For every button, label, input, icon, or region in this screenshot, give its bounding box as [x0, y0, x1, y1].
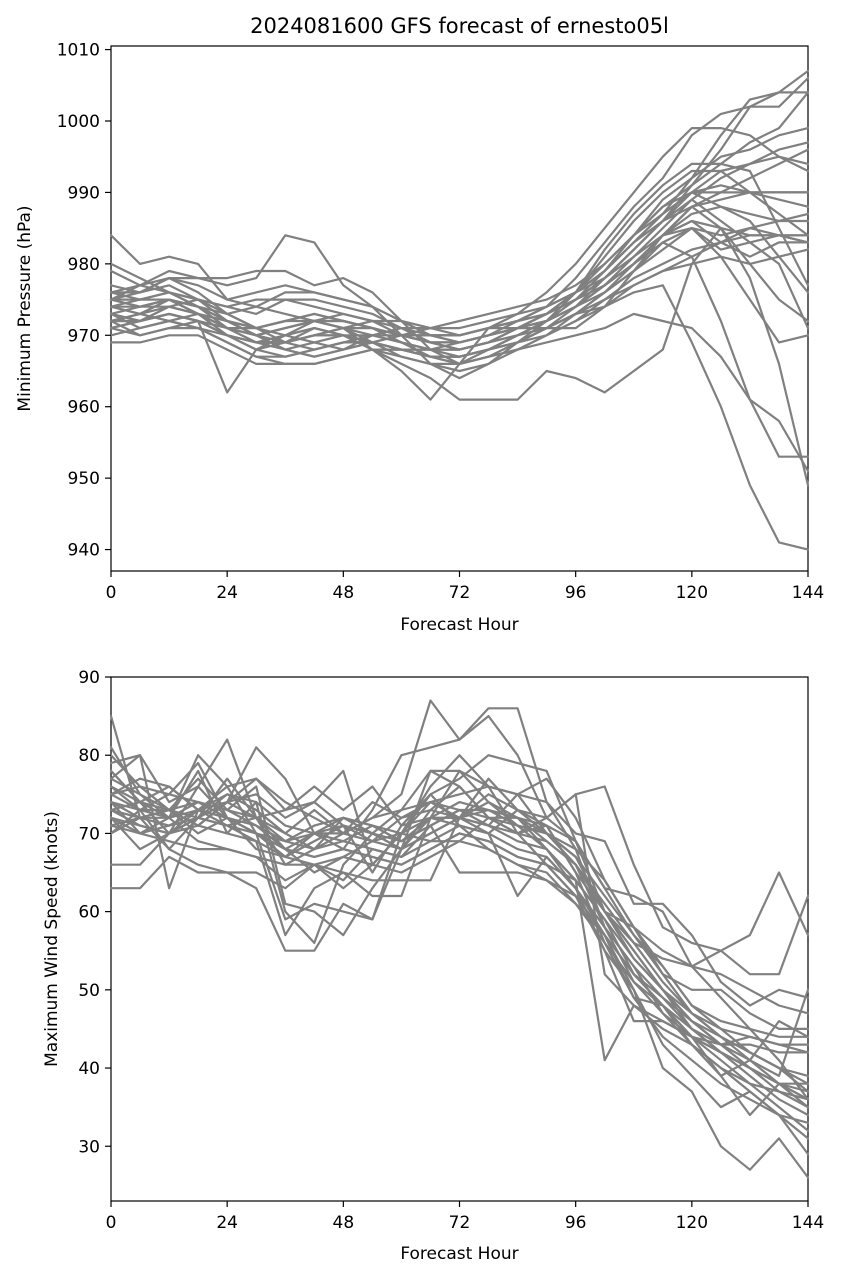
pressure-series-line: [109, 191, 810, 337]
pressure-series-line: [109, 198, 810, 344]
pressure-series-line: [109, 248, 810, 365]
pressure-y-ticks: 940 950 960 970 980 990 1000 1010: [57, 41, 111, 561]
wind-x-tick-label: 72: [449, 1213, 471, 1233]
pressure-y-tick-label: 980: [68, 255, 100, 275]
wind-series-line: [109, 746, 810, 1054]
pressure-series-line: [109, 91, 810, 337]
pressure-series-lines: [109, 69, 810, 551]
wind-x-axis-label: Forecast Hour: [400, 1244, 518, 1264]
wind-y-tick-label: 60: [78, 903, 100, 923]
pressure-series-line: [109, 76, 810, 351]
chart-title: 2024081600 GFS forecast of ernesto05l: [250, 14, 669, 38]
wind-y-tick-label: 70: [78, 824, 100, 844]
pressure-x-tick-label: 72: [449, 583, 471, 603]
wind-x-tick-label: 120: [676, 1213, 708, 1233]
pressure-y-tick-label: 1000: [57, 112, 100, 132]
wind-series-line: [109, 738, 810, 1031]
wind-series-line: [109, 793, 810, 1124]
pressure-x-ticks: 0 24 48 72 96 120 144: [106, 571, 824, 603]
pressure-y-tick-label: 960: [68, 398, 100, 418]
pressure-y-tick-label: 1010: [57, 41, 100, 61]
pressure-x-tick-label: 48: [333, 583, 355, 603]
pressure-y-tick-label: 990: [68, 183, 100, 203]
wind-x-tick-label: 96: [565, 1213, 587, 1233]
pressure-chart: 0 24 48 72 96 120 144 940 950 960 970 980 990 1000 10…: [15, 41, 824, 635]
wind-series-line: [109, 785, 810, 1179]
wind-y-tick-label: 30: [78, 1137, 100, 1157]
wind-y-tick-label: 90: [78, 668, 100, 688]
wind-chart: 0 24 48 72 96 120 144 30 40 50 60 70 80 90 Forecast …: [42, 668, 824, 1264]
pressure-y-axis-label: Minimum Pressure (hPa): [15, 205, 35, 411]
pressure-series-line: [109, 162, 810, 380]
wind-series-lines: [109, 699, 810, 1179]
pressure-x-tick-label: 120: [676, 583, 708, 603]
pressure-y-tick-label: 970: [68, 326, 100, 346]
wind-y-axis-label: Maximum Wind Speed (knots): [42, 811, 62, 1067]
pressure-x-tick-label: 144: [792, 583, 824, 603]
wind-series-line: [109, 769, 810, 1109]
wind-y-tick-label: 40: [78, 1059, 100, 1079]
pressure-series-line: [109, 312, 810, 473]
wind-x-tick-label: 24: [216, 1213, 238, 1233]
wind-series-line: [109, 785, 810, 1078]
wind-series-line: [109, 785, 810, 1117]
pressure-x-axis-label: Forecast Hour: [400, 615, 518, 635]
pressure-y-tick-label: 950: [68, 469, 100, 489]
wind-x-ticks: 0 24 48 72 96 120 144: [106, 1201, 824, 1233]
pressure-x-tick-label: 0: [106, 583, 117, 603]
pressure-x-tick-label: 24: [216, 583, 238, 603]
wind-y-tick-label: 50: [78, 981, 100, 1001]
pressure-x-tick-label: 96: [565, 583, 587, 603]
wind-y-tick-label: 80: [78, 746, 100, 766]
wind-series-line: [109, 761, 810, 1038]
wind-x-tick-label: 48: [333, 1213, 355, 1233]
wind-x-tick-label: 144: [792, 1213, 824, 1233]
pressure-series-line: [109, 69, 810, 344]
wind-y-ticks: 30 40 50 60 70 80 90: [78, 668, 111, 1157]
wind-x-tick-label: 0: [106, 1213, 117, 1233]
pressure-y-tick-label: 940: [68, 541, 100, 561]
